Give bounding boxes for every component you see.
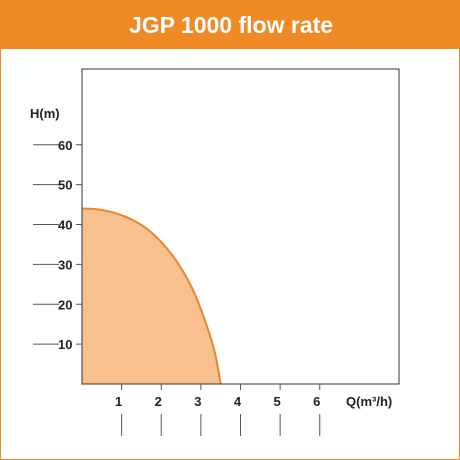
x-axis-label: Q(m³/h)	[346, 394, 392, 409]
x-tick-label: 5	[274, 394, 281, 409]
y-tick-label: 10	[58, 337, 72, 352]
series-layer	[81, 207, 222, 385]
x-tick-label: 6	[313, 394, 320, 409]
title-bar: JGP 1000 flow rate	[1, 1, 460, 49]
chart-title: JGP 1000 flow rate	[128, 11, 334, 38]
series-area-fill	[82, 208, 221, 384]
axes-layer	[33, 68, 400, 436]
y-tick-label: 60	[58, 138, 72, 153]
x-tick-label: 3	[194, 394, 201, 409]
x-tick-label: 2	[155, 394, 162, 409]
labels-layer: 10 20 30 40 50 60 1 2 3 4 5 6 H(m) Q(m³/h)	[30, 106, 392, 409]
y-tick-label: 50	[58, 178, 72, 193]
y-tick-label: 30	[58, 257, 72, 272]
x-tick-label: 4	[234, 394, 242, 409]
y-tick-label: 40	[58, 218, 72, 233]
x-tick-label: 1	[115, 394, 122, 409]
y-tick-label: 20	[58, 297, 72, 312]
series-curve-line	[81, 207, 222, 385]
y-axis-label: H(m)	[30, 106, 60, 121]
